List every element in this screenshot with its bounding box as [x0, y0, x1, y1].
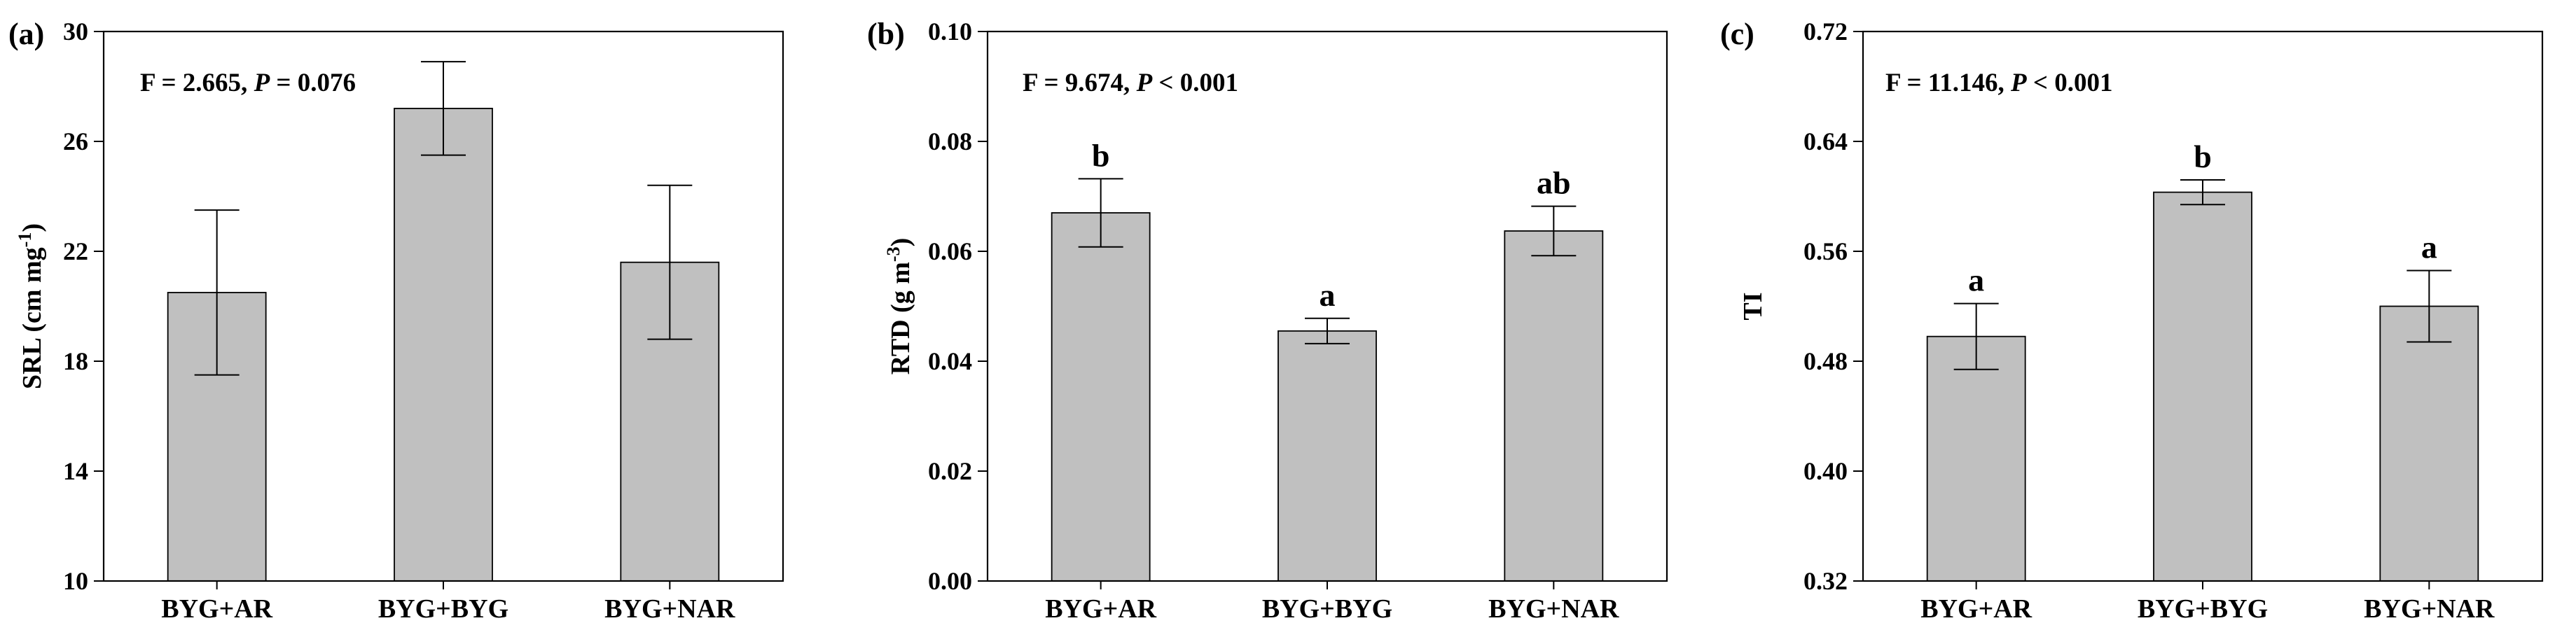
panel-label: (c) [1720, 17, 1754, 51]
stat-annotation: F = 9.674, P < 0.001 [1023, 69, 1238, 97]
chart-panel-3: (c) F = 11.146, P < 0.001 0.32 0.40 0.48 0.56… [1720, 17, 2544, 624]
y-tick-label: 30 [63, 18, 88, 46]
significance-letter: b [2194, 139, 2212, 174]
chart-panel-1: (a) F = 2.665, P = 0.076 10 14 18 22 26 30 SRL (… [8, 17, 784, 624]
x-tick-label: BYG+AR [1920, 594, 2032, 624]
x-tick-label: BYG+BYG [1262, 594, 1392, 624]
y-tick-label: 0.00 [928, 567, 972, 595]
bar-byg-nar [1504, 230, 1604, 582]
stat-p-value: < 0.001 [1152, 69, 1238, 97]
y-tick-label: 0.06 [928, 237, 972, 265]
y-tick-label: 0.56 [1803, 237, 1848, 265]
y-tick-label: 0.40 [1803, 457, 1848, 485]
y-axis-label: SRL (cm mg-1) [15, 223, 47, 389]
bar-byg-byg [1277, 330, 1377, 582]
y-axis-label-close: ) [886, 238, 915, 247]
stat-p-letter: P [1136, 69, 1153, 97]
significance-letter: a [2421, 229, 2437, 265]
x-tick-label: BYG+AR [1045, 594, 1156, 624]
plot-frame [1862, 30, 2544, 582]
y-axis-label-main: TI [1738, 292, 1768, 320]
y-tick-label: 0.04 [928, 347, 972, 375]
stat-f: F = 11.146, [1885, 69, 2011, 97]
y-axis-label-main: SRL (cm mg [18, 247, 47, 389]
significance-letter: b [1092, 137, 1110, 173]
y-tick-label: 0.72 [1803, 18, 1848, 46]
y-tick-label: 0.64 [1803, 127, 1848, 155]
y-axis-label: TI [1738, 292, 1768, 320]
bar-byg-byg [2153, 191, 2252, 582]
plot-frame [102, 30, 784, 582]
stat-p-letter: P [2010, 69, 2027, 97]
y-axis-label-superscript: -1 [15, 232, 35, 248]
significance-letter: a [1320, 277, 1336, 313]
stat-f: F = 2.665, [140, 69, 254, 97]
y-tick-label: 0.10 [928, 18, 972, 46]
y-tick-label: 14 [63, 457, 88, 485]
y-tick-label: 22 [63, 237, 88, 265]
chart-panel-2: (b) F = 9.674, P < 0.001 0.00 0.02 0.04 0.06 0… [867, 17, 1668, 624]
panel-label: (a) [8, 17, 44, 51]
y-axis-label-main: RTD (g m [886, 262, 915, 374]
x-tick-label: BYG+NAR [1488, 594, 1619, 624]
significance-letter: ab [1537, 165, 1571, 201]
x-tick-label: BYG+NAR [604, 594, 735, 624]
plot-frame [986, 30, 1668, 582]
bar-byg-ar [1926, 335, 2026, 582]
stat-p-value: = 0.076 [270, 69, 356, 97]
stat-annotation: F = 11.146, P < 0.001 [1885, 69, 2112, 97]
significance-letter: a [1968, 262, 1984, 298]
panel-label: (b) [867, 17, 905, 51]
stat-p-letter: P [254, 69, 270, 97]
stat-f: F = 9.674, [1023, 69, 1137, 97]
y-axis-label: RTD (g m-3) [883, 238, 915, 375]
y-tick-label: 0.02 [928, 457, 972, 485]
y-axis-label-superscript: -3 [883, 246, 903, 262]
y-tick-label: 10 [63, 567, 88, 595]
y-tick-label: 0.08 [928, 127, 972, 155]
y-axis-label-close: ) [18, 223, 47, 232]
y-tick-label: 26 [63, 127, 88, 155]
x-tick-label: BYG+BYG [2138, 594, 2268, 624]
bar-byg-nar [2379, 305, 2479, 582]
bar-byg-byg [394, 107, 493, 582]
stat-p-value: < 0.001 [2027, 69, 2113, 97]
y-tick-label: 18 [63, 347, 88, 375]
y-tick-label: 0.32 [1803, 567, 1848, 595]
stat-annotation: F = 2.665, P = 0.076 [140, 69, 356, 97]
x-tick-label: BYG+AR [161, 594, 272, 624]
bar-byg-ar [1051, 212, 1151, 582]
y-tick-label: 0.48 [1803, 347, 1848, 375]
x-tick-label: BYG+NAR [2364, 594, 2495, 624]
x-tick-label: BYG+BYG [378, 594, 508, 624]
